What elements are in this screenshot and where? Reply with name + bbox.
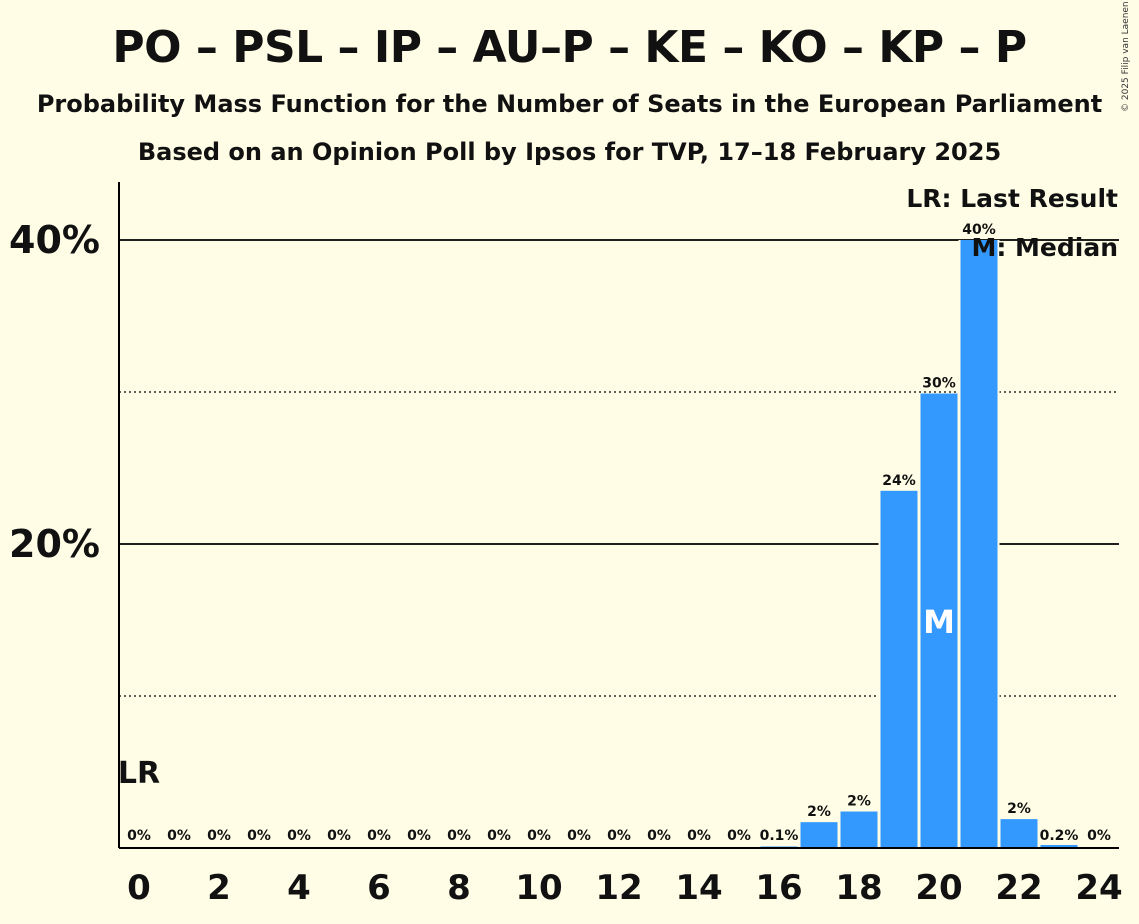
x-tick-label: 16 xyxy=(755,868,802,908)
markers: LR M xyxy=(118,603,955,791)
y-tick-label: 20% xyxy=(9,522,100,566)
bar-value-label: 24% xyxy=(882,473,916,489)
chart-title: PO – PSL – IP – AU–P – KE – KO – KP – P xyxy=(112,22,1027,73)
bar-value-label: 0% xyxy=(127,828,151,844)
x-tick-label: 10 xyxy=(515,868,562,908)
value-labels: 0% 0% 0% 0% 0% 0% 0% 0% 0% 0% 0% 0% 0% 0% 0% 0% 0.1% 2% 2%… xyxy=(127,222,1111,844)
bar-value-label: 0% xyxy=(687,828,711,844)
x-tick-label: 6 xyxy=(367,868,391,908)
legend-median: M: Median xyxy=(971,233,1118,262)
bar xyxy=(1040,844,1078,848)
bar xyxy=(840,811,878,848)
bar-value-label: 0.1% xyxy=(760,828,799,844)
bar-value-label: 30% xyxy=(922,376,956,392)
legend-last-result: LR: Last Result xyxy=(906,184,1118,213)
chart-subtitle: Probability Mass Function for the Number… xyxy=(36,90,1103,118)
bar-value-label: 0% xyxy=(407,828,431,844)
bar xyxy=(1000,819,1038,848)
bars xyxy=(758,240,1080,848)
bar-value-label: 40% xyxy=(962,222,996,238)
bar-value-label: 0% xyxy=(487,828,511,844)
bar-value-label: 0% xyxy=(567,828,591,844)
bar-value-label: 0% xyxy=(167,828,191,844)
x-tick-label: 20 xyxy=(915,868,962,908)
bar xyxy=(880,490,918,848)
y-tick-label: 40% xyxy=(9,218,100,262)
median-marker: M xyxy=(923,603,955,641)
chart-subtitle-poll: Based on an Opinion Poll by Ipsos for TV… xyxy=(137,138,1002,166)
bar-value-label: 0% xyxy=(207,828,231,844)
bar xyxy=(920,393,958,848)
x-tick-label: 8 xyxy=(447,868,471,908)
x-tick-label: 4 xyxy=(287,868,311,908)
bar xyxy=(800,822,838,848)
bar-value-label: 0% xyxy=(607,828,631,844)
bar-value-label: 2% xyxy=(1007,801,1031,817)
bar-value-label: 0% xyxy=(647,828,671,844)
bar-value-label: 0% xyxy=(1087,828,1111,844)
bar-value-label: 0.2% xyxy=(1040,828,1079,844)
bar xyxy=(960,240,998,848)
bar-value-label: 0% xyxy=(527,828,551,844)
bar-value-label: 0% xyxy=(447,828,471,844)
bar-value-label: 0% xyxy=(247,828,271,844)
bar-value-label: 0% xyxy=(367,828,391,844)
x-tick-label: 0 xyxy=(127,868,151,908)
x-tick-label: 2 xyxy=(207,868,231,908)
last-result-marker: LR xyxy=(118,756,160,791)
x-tick-label: 24 xyxy=(1075,868,1122,908)
bar-value-label: 0% xyxy=(287,828,311,844)
bar-value-label: 2% xyxy=(847,794,871,810)
bar-value-label: 0% xyxy=(727,828,751,844)
bar-value-label: 2% xyxy=(807,804,831,820)
x-tick-label: 12 xyxy=(595,868,642,908)
x-tick-label: 18 xyxy=(835,868,882,908)
x-tick-label: 22 xyxy=(995,868,1042,908)
bar-value-label: 0% xyxy=(327,828,351,844)
axes: 20%40%0 2 4 6 8 10 12 14 16 18 20 22 24 xyxy=(9,182,1123,908)
x-tick-label: 14 xyxy=(675,868,722,908)
